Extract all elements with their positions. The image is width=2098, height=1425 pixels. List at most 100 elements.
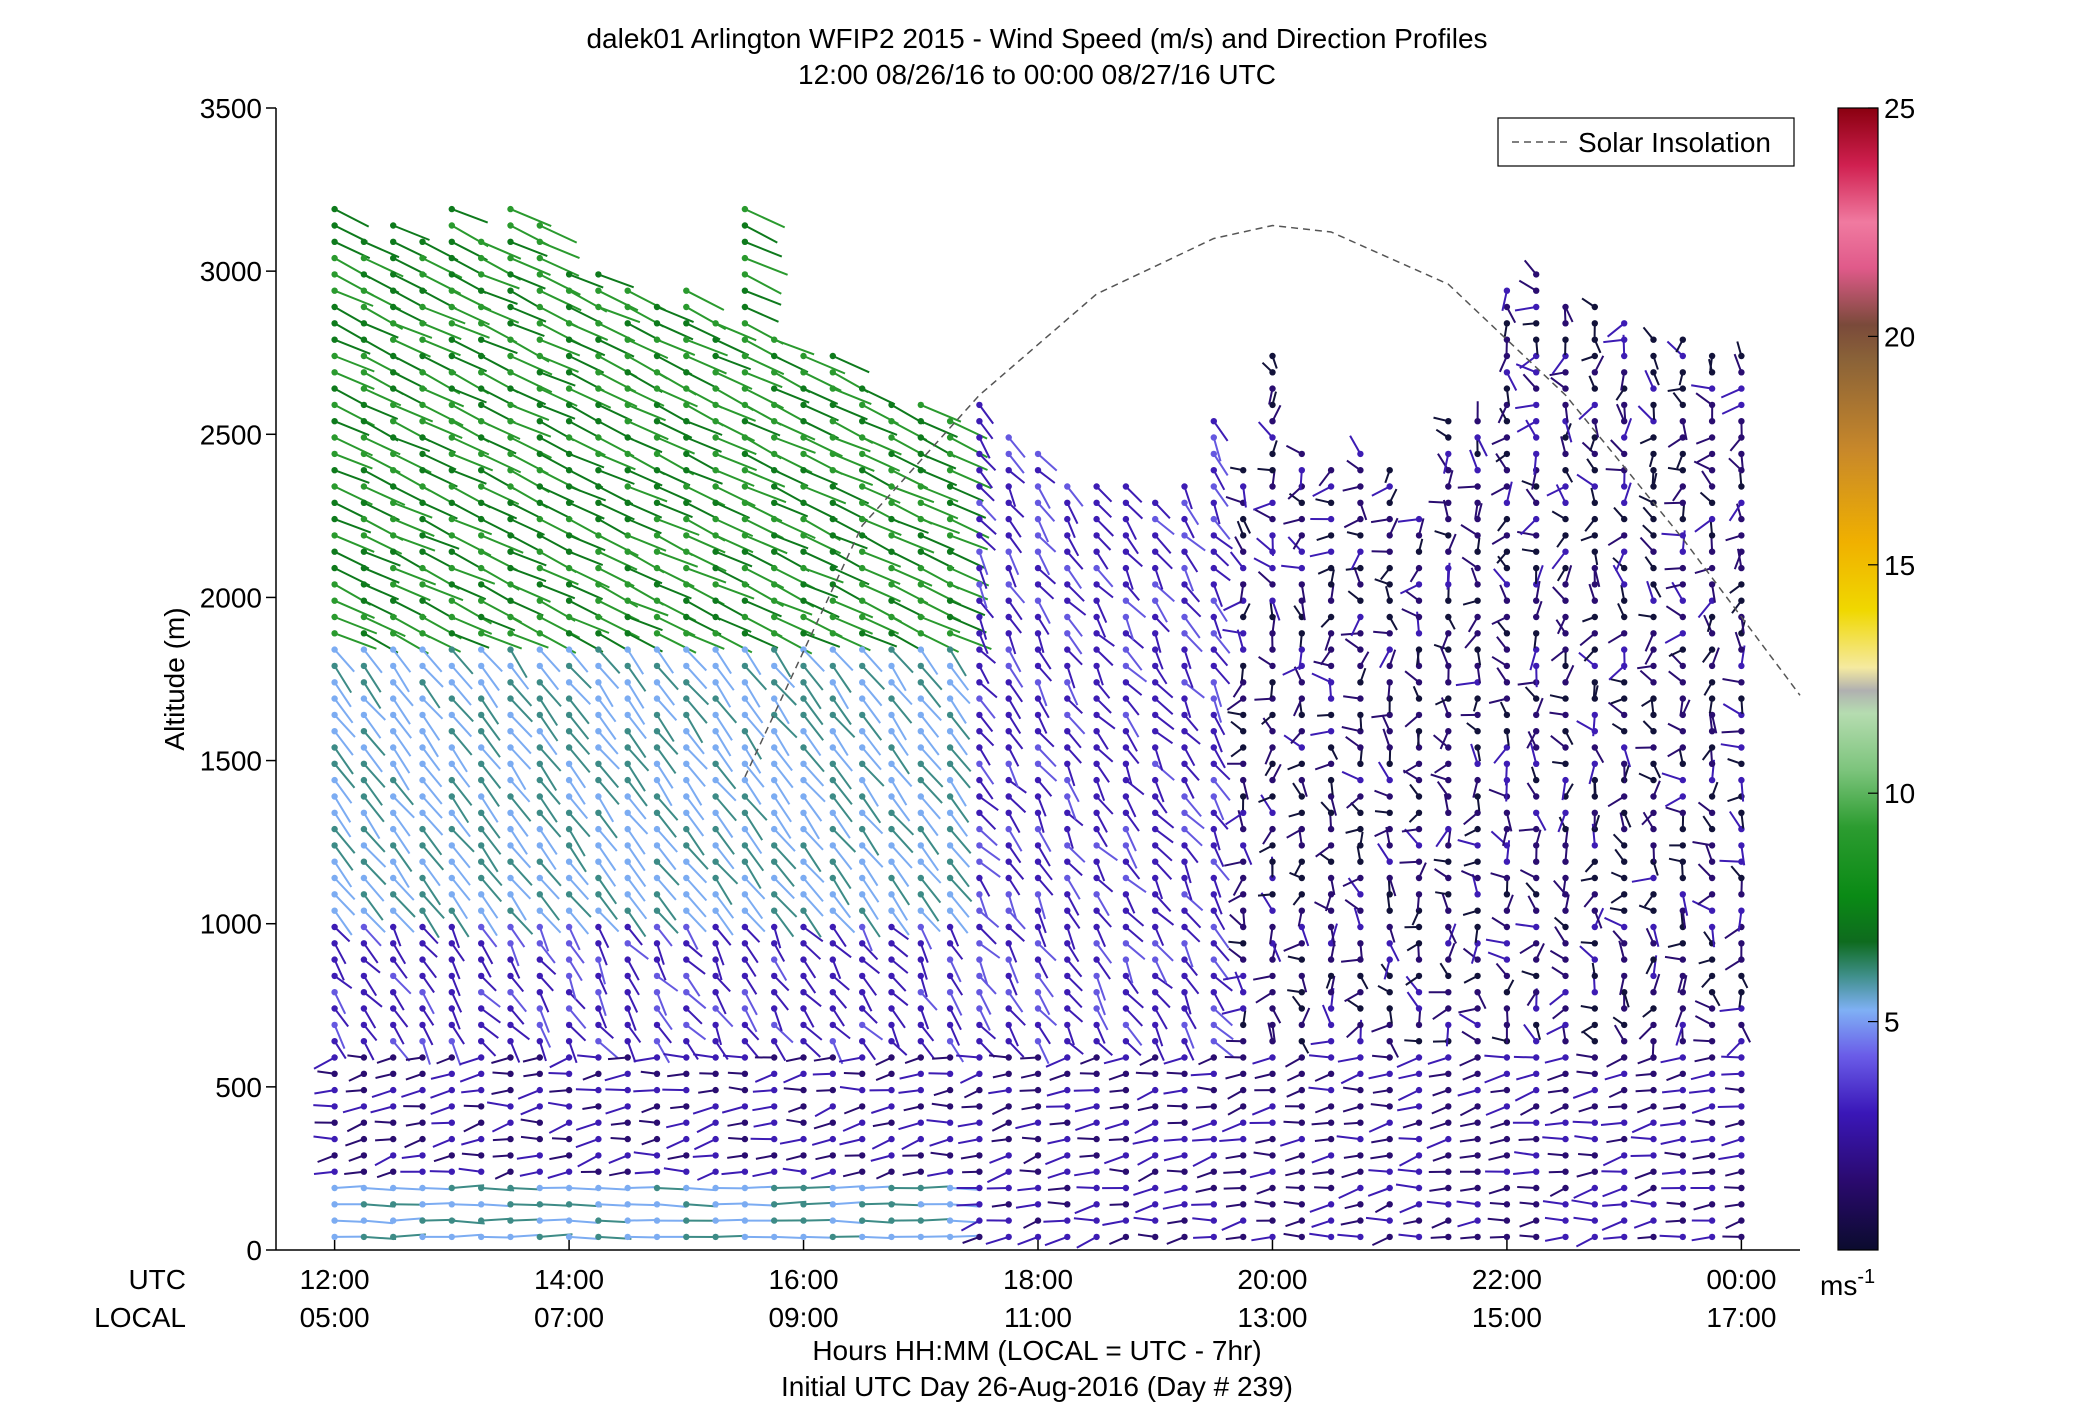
wind-barb-shaft [363, 812, 381, 840]
wind-barb-shaft [1470, 743, 1479, 765]
wind-barb-dot [478, 450, 485, 458]
wind-barb-dot [448, 581, 455, 588]
wind-barb-dot [712, 548, 719, 555]
wind-barb-shaft [392, 746, 411, 774]
wind-barb-dot [976, 1086, 983, 1094]
wind-barb-dot [1503, 418, 1511, 425]
wind-barb-shaft [1095, 730, 1109, 750]
wind-barb-dot [331, 1168, 338, 1175]
wind-barb-dot [1445, 1021, 1452, 1029]
wind-barb-dot [946, 1184, 954, 1192]
wind-barb-dot [595, 874, 602, 882]
wind-barb-dot [448, 907, 455, 914]
wind-barb-shaft [744, 306, 779, 323]
wind-barb-dot [859, 728, 866, 735]
wind-barb-dot [946, 793, 954, 800]
wind-barb-dot [946, 809, 954, 816]
wind-barb-dot [1269, 532, 1276, 539]
wind-barb-shaft [714, 665, 735, 691]
wind-barb-shaft [744, 959, 757, 978]
wind-barb-dot [917, 1168, 924, 1175]
wind-barb-dot [478, 989, 485, 996]
wind-barb-shaft [891, 550, 925, 569]
wind-barb-shaft [1037, 926, 1047, 948]
wind-barb-dot [1415, 842, 1423, 849]
wind-barb-dot [1415, 1038, 1423, 1045]
wind-barb-shaft [1615, 551, 1626, 572]
wind-barb-dot [1093, 1021, 1100, 1029]
wind-barb-shaft [978, 844, 1001, 862]
wind-barb-shaft [1525, 419, 1538, 438]
wind-barb-shaft [451, 616, 493, 635]
wind-barb-dot [390, 858, 397, 865]
wind-barb-shaft [1096, 632, 1115, 647]
wind-barb-shaft [577, 1154, 599, 1168]
wind-barb-shaft [568, 452, 605, 469]
wind-barb-shaft [510, 1234, 540, 1238]
wind-barb-dot [1210, 467, 1218, 474]
wind-barb-dot [536, 1005, 543, 1012]
wind-barb-dot [1327, 1038, 1335, 1045]
wind-barb-dot [1064, 825, 1071, 833]
wind-barb-dot [360, 434, 368, 441]
wind-barb-dot [1533, 613, 1540, 621]
wind-barb-dot [771, 744, 778, 751]
wind-barb-dot [771, 336, 778, 343]
wind-barb-dot [448, 744, 455, 751]
wind-barb-shaft [1557, 812, 1567, 833]
wind-barb-dot [712, 679, 719, 686]
wind-barb-dot [1503, 1217, 1511, 1224]
wind-barb-shaft [1309, 550, 1332, 558]
wind-barb-dot [507, 581, 514, 588]
wind-barb-dot [800, 891, 807, 898]
wind-barb-dot [448, 336, 455, 343]
wind-barb-shaft [480, 306, 520, 324]
wind-barb-shaft [831, 1007, 845, 1027]
wind-barb-dot [829, 1054, 836, 1061]
wind-barb-dot [1327, 744, 1335, 751]
wind-barb-dot [507, 744, 514, 751]
wind-barb-dot [1327, 613, 1335, 621]
wind-barb-shaft [714, 714, 733, 741]
wind-barb-dot [507, 956, 514, 963]
wind-barb-shaft [568, 812, 591, 838]
wind-barb-dot [1064, 532, 1071, 539]
wind-barb-dot [917, 1086, 924, 1094]
wind-barb-dot [829, 630, 836, 637]
wind-barb-dot [1210, 662, 1218, 670]
wind-barb-shaft [890, 877, 911, 906]
wind-barb-dot [595, 483, 602, 490]
wind-barb-dot [1093, 1201, 1100, 1208]
wind-barb-shaft [1300, 926, 1310, 947]
wind-barb-dot [419, 336, 426, 343]
wind-barb-dot [1240, 564, 1247, 572]
wind-barb-shaft [744, 469, 786, 488]
wind-barb-dot [1034, 760, 1042, 767]
wind-barb-dot [1269, 809, 1276, 816]
wind-barb-dot [800, 597, 807, 604]
wind-barb-dot [1533, 989, 1540, 996]
wind-barb-dot [1474, 907, 1481, 914]
wind-barb-shaft [773, 681, 797, 706]
wind-barb-shaft [539, 583, 576, 600]
wind-barb-shaft [1505, 481, 1513, 504]
wind-barb-dot [1152, 874, 1159, 882]
wind-barb-shaft [333, 1007, 349, 1028]
wind-barb-dot [507, 825, 514, 833]
wind-barb-shaft [898, 1121, 922, 1131]
wind-barb-shaft [539, 289, 582, 312]
wind-barb-shaft [1212, 453, 1229, 476]
wind-barb-shaft [480, 975, 497, 992]
wind-barb-shaft [1213, 632, 1231, 654]
wind-barb-dot [448, 956, 455, 963]
wind-barb-dot [741, 1103, 749, 1110]
wind-barb-shaft [832, 648, 854, 672]
wind-barb-shaft [1600, 1121, 1625, 1126]
wind-barb-shaft [1163, 1089, 1185, 1095]
wind-barb-dot [1064, 1152, 1071, 1159]
wind-barb-dot [712, 923, 719, 931]
wind-barb-dot [1562, 1217, 1569, 1224]
wind-barb-shaft [714, 828, 735, 855]
wind-barb-dot [741, 989, 749, 996]
wind-barb-dot [1327, 1103, 1335, 1110]
